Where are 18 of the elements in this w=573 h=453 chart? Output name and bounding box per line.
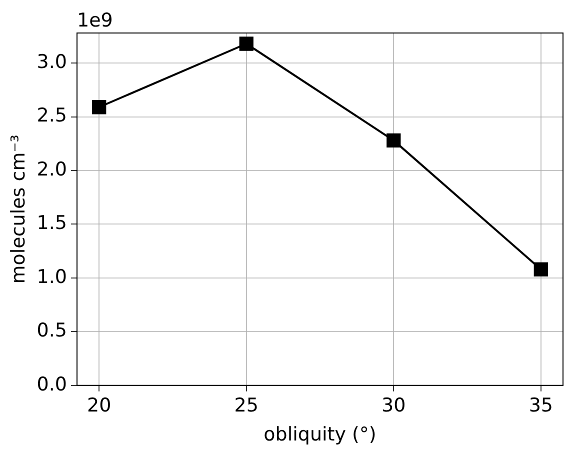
point xyxy=(92,100,106,114)
y-tick-label: 1.0 xyxy=(36,266,68,288)
y-axis-title: molecules cm⁻³ xyxy=(7,134,30,284)
x-tick-label: 30 xyxy=(382,394,406,417)
x-axis-title: obliquity (°) xyxy=(264,424,376,446)
y-tick-label: 2.5 xyxy=(36,104,68,127)
point xyxy=(386,133,401,148)
point xyxy=(239,36,254,51)
y-tick-label: 2.0 xyxy=(36,158,68,180)
text: 1e9 xyxy=(77,9,113,32)
y-tick-label: 1.5 xyxy=(36,212,68,234)
y-tick-label: 3.0 xyxy=(36,51,68,74)
x-tick-label: 25 xyxy=(234,394,258,417)
point xyxy=(534,262,548,276)
y-tick-label: 0.0 xyxy=(36,373,68,396)
y-tick-label: 0.5 xyxy=(36,320,68,342)
x-tick-label: 20 xyxy=(87,394,112,417)
x-tick-label: 35 xyxy=(528,394,554,417)
